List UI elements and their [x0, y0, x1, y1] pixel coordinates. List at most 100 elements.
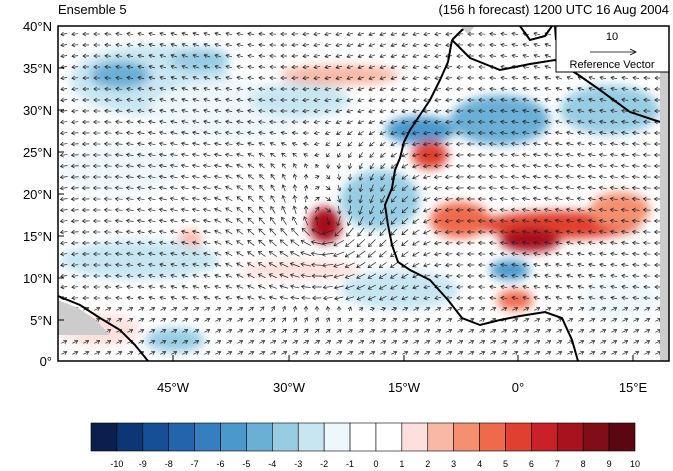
- wind-arrow: [522, 86, 530, 92]
- wind-arrow: [620, 185, 629, 191]
- wind-arrow: [310, 251, 323, 256]
- wind-arrow: [555, 130, 563, 136]
- wind-arrow: [103, 174, 112, 180]
- wind-arrow: [313, 108, 321, 114]
- wind-arrow: [258, 31, 266, 37]
- colorbar-label: -4: [268, 459, 276, 469]
- wind-arrow: [248, 339, 255, 344]
- wind-arrow: [522, 273, 530, 279]
- wind-arrow: [367, 250, 377, 258]
- wind-arrow: [136, 185, 145, 191]
- wind-arrow: [171, 339, 178, 344]
- wind-arrow: [170, 53, 178, 59]
- wind-arrow: [390, 130, 398, 136]
- wind-arrow: [269, 152, 276, 157]
- wind-arrow: [554, 207, 563, 213]
- wind-arrow: [433, 141, 442, 147]
- wind-arrow: [609, 174, 618, 180]
- wind-arrow: [204, 339, 211, 344]
- wind-arrow: [191, 196, 200, 202]
- wind-arrow: [313, 97, 321, 103]
- wind-arrow: [181, 53, 189, 59]
- wind-arrow: [424, 328, 431, 333]
- wind-arrow: [82, 42, 90, 48]
- wind-arrow: [577, 251, 585, 257]
- wind-arrow: [401, 196, 409, 203]
- wind-arrow: [224, 152, 233, 158]
- wind-arrow: [412, 185, 420, 191]
- wind-arrow: [445, 251, 453, 257]
- wind-arrow: [510, 240, 519, 246]
- wind-arrow: [466, 240, 475, 246]
- wind-arrow: [269, 86, 277, 92]
- wind-arrow: [435, 350, 442, 355]
- wind-arrow: [269, 239, 277, 247]
- wind-arrow: [644, 350, 651, 355]
- wind-arrow: [138, 306, 145, 311]
- wind-arrow: [500, 262, 508, 268]
- wind-arrow: [291, 42, 299, 48]
- wind-arrow: [379, 131, 387, 136]
- wind-arrow: [322, 273, 334, 279]
- wind-arrow: [301, 295, 311, 301]
- wind-arrow: [358, 216, 364, 226]
- wind-arrow: [478, 108, 486, 114]
- wind-arrow: [622, 317, 629, 322]
- wind-arrow: [148, 262, 156, 268]
- wind-arrow: [300, 239, 312, 246]
- wind-arrow: [610, 262, 618, 268]
- wind-arrow: [467, 119, 475, 125]
- wind-arrow: [391, 328, 398, 333]
- wind-arrow: [137, 251, 145, 257]
- wind-arrow: [236, 31, 244, 37]
- wind-arrow: [589, 339, 596, 344]
- wind-arrow: [280, 86, 288, 92]
- wind-arrow: [565, 229, 574, 235]
- wind-arrow: [60, 86, 68, 92]
- wind-arrow: [104, 31, 112, 37]
- wind-arrow: [444, 152, 453, 158]
- wind-arrow: [642, 141, 651, 147]
- wind-arrow: [247, 284, 255, 289]
- wind-arrow: [303, 350, 310, 355]
- wind-arrow: [478, 284, 486, 290]
- wind-arrow: [138, 328, 145, 333]
- wind-arrow: [521, 174, 530, 180]
- wind-arrow: [182, 317, 189, 322]
- wind-arrow: [160, 339, 167, 344]
- wind-arrow: [137, 97, 145, 103]
- wind-arrow: [82, 262, 90, 268]
- wind-arrow: [380, 152, 386, 158]
- wind-arrow: [159, 295, 167, 301]
- wind-arrow: [72, 339, 79, 344]
- wind-arrow: [358, 318, 364, 323]
- wind-arrow: [390, 53, 398, 59]
- wind-arrow: [477, 240, 486, 246]
- wind-arrow: [160, 317, 167, 322]
- wind-arrow: [214, 284, 222, 290]
- wind-arrow: [116, 339, 123, 344]
- wind-arrow: [599, 240, 607, 246]
- wind-arrow: [412, 218, 420, 224]
- wind-arrow: [158, 152, 167, 158]
- wind-arrow: [202, 185, 211, 191]
- wind-arrow: [501, 350, 508, 355]
- wind-arrow: [159, 53, 167, 59]
- wind-arrow: [268, 251, 277, 257]
- wind-arrow: [477, 185, 486, 191]
- wind-arrow: [644, 328, 651, 333]
- wind-arrow: [577, 273, 585, 279]
- wind-arrow: [147, 218, 156, 224]
- wind-arrow: [488, 218, 497, 224]
- wind-arrow: [367, 273, 377, 279]
- wind-arrow: [521, 185, 530, 191]
- wind-arrow: [631, 174, 640, 180]
- wind-arrow: [147, 196, 156, 202]
- wind-arrow: [270, 195, 276, 203]
- wind-arrow: [203, 42, 211, 48]
- wind-arrow: [92, 196, 101, 202]
- wind-arrow: [567, 317, 574, 322]
- wind-arrow: [521, 163, 530, 169]
- wind-arrow: [92, 240, 101, 246]
- wind-arrow: [543, 163, 552, 169]
